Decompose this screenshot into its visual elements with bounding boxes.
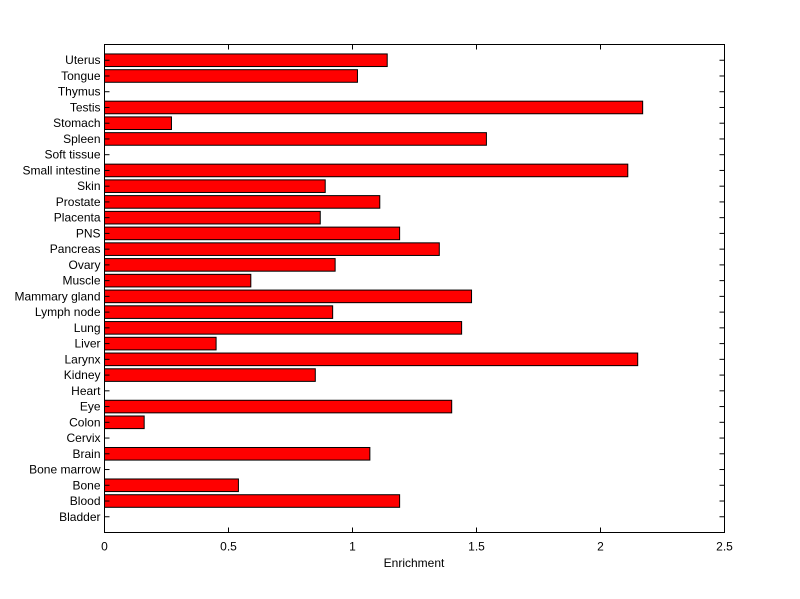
y-tick-label: Skin (77, 179, 100, 193)
y-tick-label: Brain (72, 447, 100, 461)
y-tick-label: Uterus (65, 53, 100, 67)
bar-muscle (104, 273, 252, 288)
y-tick-label: Placenta (54, 211, 101, 225)
plot-frame (104, 44, 725, 533)
bar-kidney (104, 368, 316, 382)
bar-eye (104, 399, 453, 414)
y-tick-label: Colon (69, 415, 100, 429)
y-tick-label: Spleen (63, 132, 100, 146)
bar-lymph-node (104, 305, 334, 319)
bar-ovary (104, 258, 336, 272)
y-tick-label: Thymus (58, 85, 101, 99)
bar-uterus (104, 53, 388, 68)
y-tick-label: Blood (70, 494, 101, 508)
bar-colon (104, 415, 145, 430)
y-tick-label: Muscle (62, 274, 100, 288)
bar-larynx (104, 352, 639, 367)
x-tick-label: 0 (101, 540, 108, 554)
y-tick-label: Tongue (61, 69, 101, 83)
bar-stomach (104, 116, 172, 131)
bar-lung (104, 321, 463, 335)
y-tick-label: Liver (74, 337, 100, 351)
x-tick-label: 1.5 (468, 540, 485, 554)
bar-brain (104, 446, 371, 461)
y-tick-label: Bladder (59, 510, 100, 524)
y-tick-label: Prostate (56, 195, 101, 209)
y-tick-label: Bone (72, 478, 100, 492)
y-tick-label: Testis (70, 100, 101, 114)
bars (104, 53, 644, 508)
y-tick-label: PNS (76, 226, 101, 240)
y-tick-label: Larynx (64, 352, 100, 366)
bar-blood (104, 494, 401, 508)
bar-bone (104, 478, 239, 493)
bar-pancreas (104, 242, 440, 256)
y-tick-label: Lymph node (35, 305, 101, 319)
y-tick-label: Ovary (68, 258, 100, 272)
y-tick-label: Kidney (64, 368, 101, 382)
bar-placenta (104, 210, 321, 225)
x-tick-label: 2.5 (716, 540, 733, 554)
y-tick-label: Eye (80, 400, 101, 414)
x-tick-label: 2 (597, 540, 604, 554)
bar-spleen (104, 132, 487, 146)
y-tick-label: Lung (74, 321, 101, 335)
bar-pns (104, 226, 401, 241)
x-axis: 0 0.5 1 1.5 2 2.5 (101, 44, 733, 554)
bar-tongue (104, 69, 358, 83)
bar-prostate (104, 195, 381, 209)
y-tick-label: Stomach (53, 116, 100, 130)
y-tick-label: Heart (71, 384, 101, 398)
y-tick-label: Pancreas (50, 242, 101, 256)
y-tick-label: Bone marrow (29, 463, 101, 477)
y-tick-label: Soft tissue (44, 148, 100, 162)
y-tick-label: Small intestine (22, 163, 100, 177)
x-tick-label: 0.5 (220, 540, 237, 554)
bar-mammary-gland (104, 289, 473, 304)
bar-liver (104, 336, 217, 351)
bar-small-intestine (104, 163, 629, 178)
bar-skin (104, 179, 326, 193)
y-tick-label: Mammary gland (14, 289, 100, 303)
bar-testis (104, 100, 644, 115)
x-tick-label: 1 (349, 540, 356, 554)
x-axis-label: Enrichment (384, 556, 445, 570)
y-tick-label: Cervix (66, 431, 100, 445)
